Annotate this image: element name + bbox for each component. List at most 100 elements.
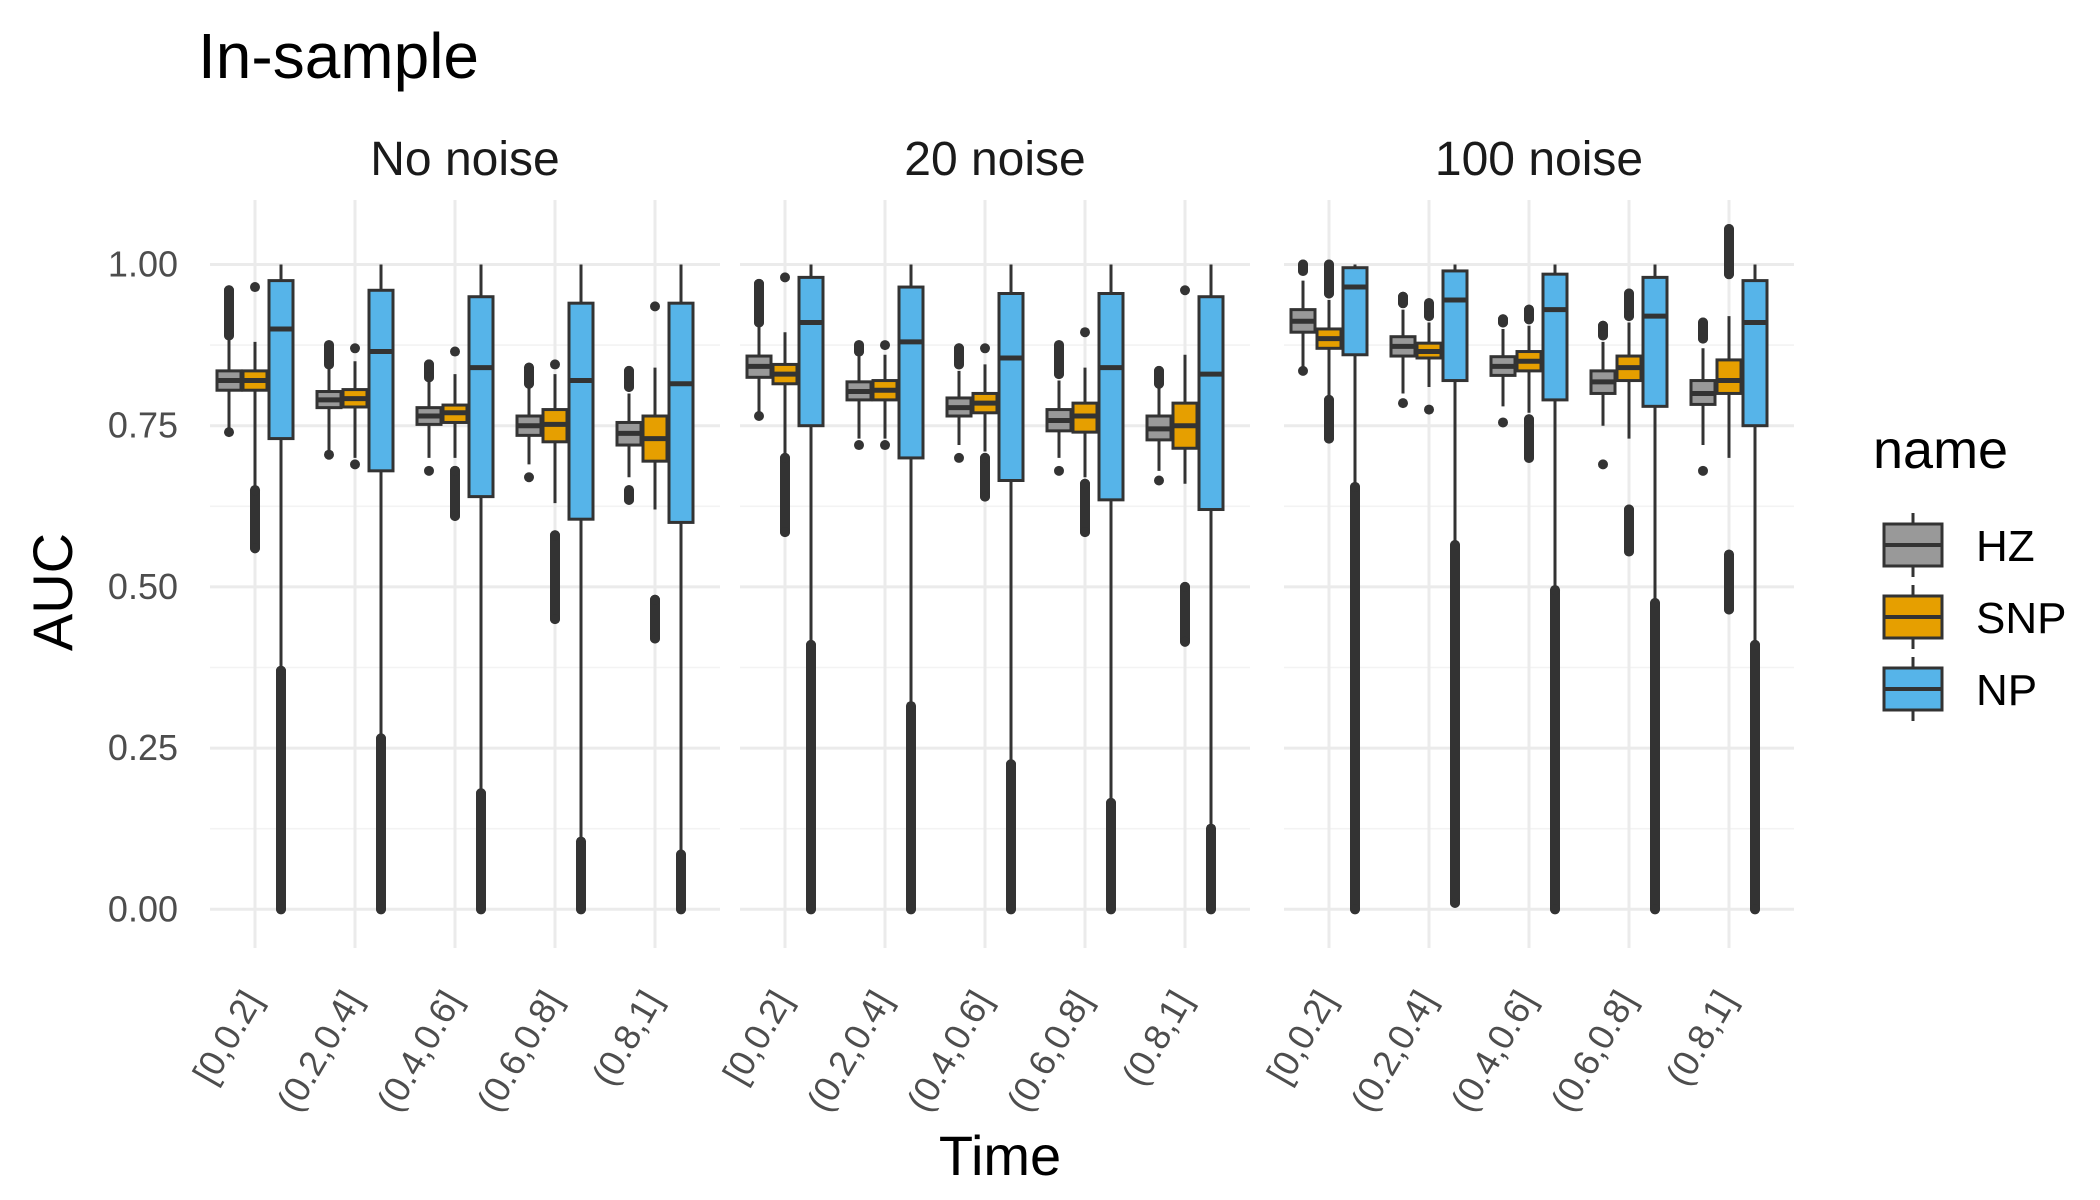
outlier-point [1106,797,1116,808]
x-tick-label: (0.4,0.6] [1442,984,1544,1119]
outlier-point [476,788,486,799]
outlier-point [1298,365,1308,376]
x-tick-label: (0.6,0.8] [998,984,1100,1119]
y-tick-label: 0.25 [108,727,178,768]
legend-label: HZ [1976,522,2035,571]
outlier-point [224,285,234,296]
box-hz [1589,320,1617,470]
outlier-point [1350,481,1360,492]
box-hz [1289,259,1317,376]
box-hz [1045,340,1073,476]
box-body [367,288,395,473]
box-np [797,264,825,915]
box-np [897,264,925,915]
outlier-point [450,465,460,476]
outlier-point [650,594,660,605]
box-hz [1689,317,1717,476]
outlier-point [1724,269,1734,280]
box-body [467,295,495,499]
box-body [1441,269,1469,383]
outlier-point [1524,304,1534,315]
outlier-point [1498,417,1508,428]
outlier-point [676,849,686,860]
outlier-point [550,614,560,625]
outlier-point [1424,298,1434,309]
outlier-point [376,733,386,744]
outlier-point [1550,904,1560,915]
box-snp [971,343,999,502]
outlier-point [624,382,634,392]
outlier-point [1006,759,1016,770]
box-hz [745,278,773,422]
box-body [1097,292,1125,502]
facet-strip-label: 20 noise [904,133,1085,186]
box-body [1541,272,1569,402]
box-snp [341,343,369,470]
box-body [997,292,1025,482]
x-tick-label: (0.6,0.8] [1542,984,1644,1119]
box-np [467,264,495,915]
box-np [367,264,395,915]
outlier-point [350,459,360,470]
outlier-point [424,359,434,370]
outlier-point [1424,404,1434,415]
outlier-point [324,340,334,351]
box-body [1641,275,1669,408]
x-tick-label: [0,0.2] [184,984,270,1091]
outlier-point [1624,288,1634,299]
x-tick-label: (0.8,1] [1113,984,1200,1093]
outlier-point [880,440,890,451]
outlier-point [350,343,360,354]
outlier-point [276,665,286,676]
y-tick-label: 0.50 [108,566,178,607]
box-hz [845,340,873,451]
outlier-point [524,378,534,389]
outlier-point [576,904,586,915]
box-hz [315,340,343,460]
outlier-point [1054,465,1064,476]
outlier-point [650,301,660,312]
box-snp [871,340,899,451]
outlier-point [1524,414,1534,425]
box-body [1341,266,1369,357]
box-snp [1171,285,1199,647]
box-snp [541,359,569,625]
outlier-point [954,452,964,463]
outlier-point [1524,452,1534,463]
outlier-point [1724,604,1734,615]
outlier-point [1324,259,1334,270]
outlier-point [1180,636,1190,647]
outlier-point [980,452,990,463]
outlier-point [624,494,634,505]
box-np [1641,264,1669,915]
box-hz [945,343,973,463]
x-tick-label: (0.2,0.4] [268,984,370,1119]
legend-entry: SNP [1882,585,2066,649]
outlier-point [1180,581,1190,592]
outlier-point [524,362,534,373]
box-hz [415,359,443,476]
outlier-point [1206,823,1216,834]
box-body [797,275,825,428]
outlier-point [980,491,990,502]
box-snp [1071,327,1099,538]
outlier-point [880,340,890,351]
box-np [1197,264,1225,915]
outlier-point [1398,291,1408,302]
legend-entry: HZ [1882,513,2035,577]
x-axis-title: Time [939,1124,1061,1187]
facet-panel: No noise [0,0.2](0.2,0.4](0.4,0.6](0.6,0.… [184,133,720,1118]
outlier-point [324,359,334,370]
box-hz [615,365,643,505]
outlier-point [650,633,660,644]
outlier-point [1724,549,1734,560]
legend-label: NP [1976,666,2037,715]
outlier-point [250,543,260,554]
outlier-point [1398,398,1408,409]
outlier-point [1206,904,1216,915]
outlier-point [1498,314,1508,325]
outlier-point [1324,394,1334,405]
outlier-point [1550,585,1560,596]
box-hz [1145,365,1173,486]
